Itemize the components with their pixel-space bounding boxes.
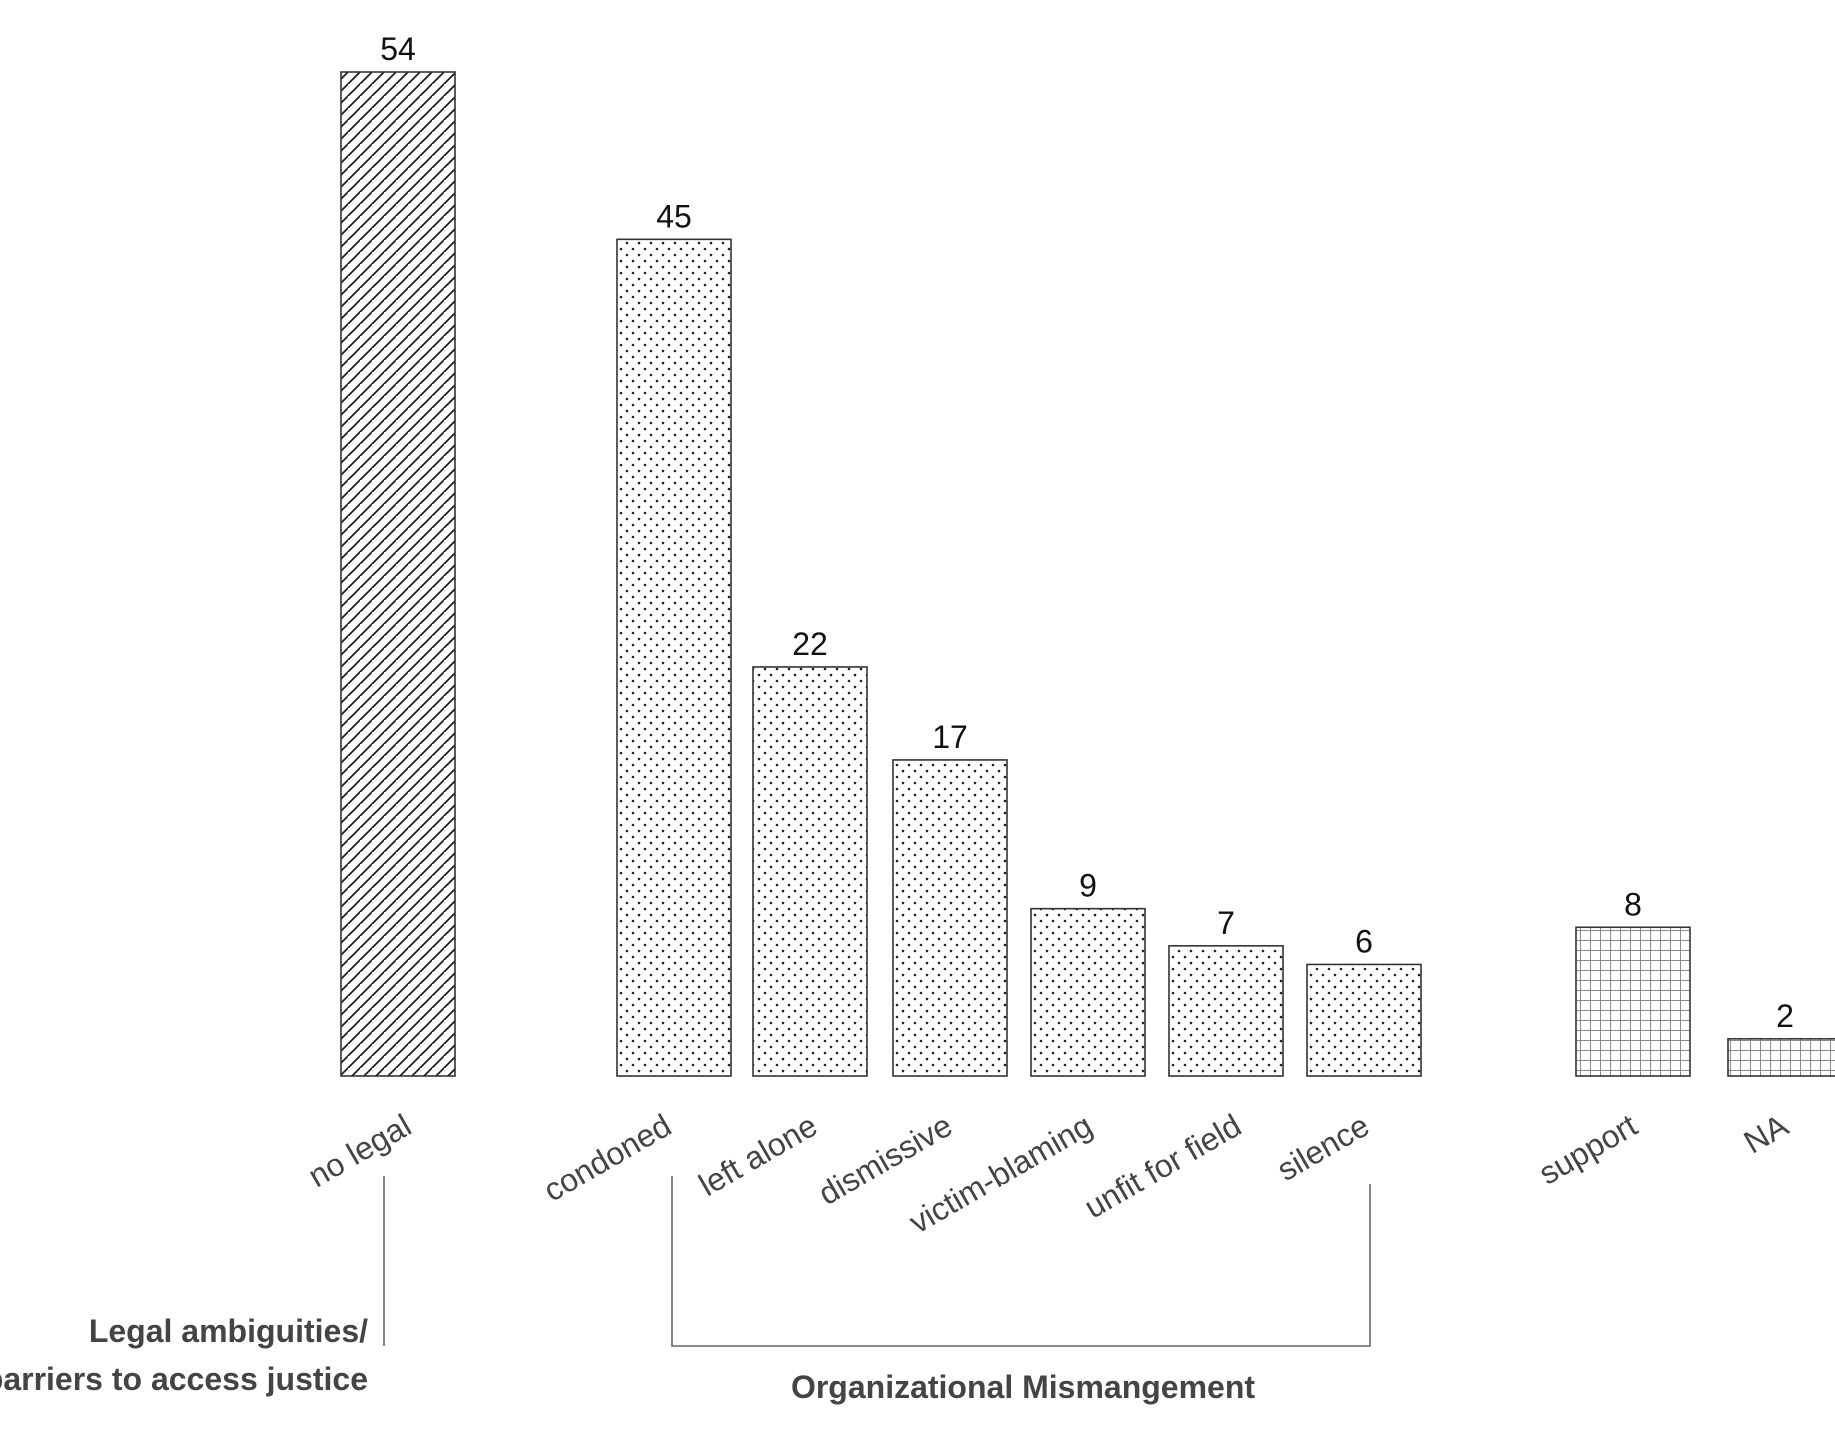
x-tick-label-condoned: condoned [537, 1107, 677, 1208]
bar-silence [1306, 963, 1422, 1077]
bar-dismissive [892, 759, 1008, 1077]
x-tick-label-support: support [1533, 1107, 1644, 1192]
x-tick-label-unfit-for-field: unfit for field [1078, 1107, 1247, 1225]
group-label-legal-line-2: barriers to access justice [0, 1361, 368, 1397]
data-label-condoned: 45 [656, 198, 692, 234]
data-label-silence: 6 [1355, 923, 1373, 959]
data-label-victim-blaming: 9 [1079, 868, 1097, 904]
group-label-organizational: Organizational Mismangement [791, 1369, 1255, 1405]
group-bracket-organizational [671, 1176, 1371, 1347]
data-label-na: 2 [1776, 998, 1794, 1034]
data-labels-layer: 54 45 22 17 9 7 6 8 2 [380, 31, 1794, 1034]
x-tick-label-na: NA [1738, 1107, 1795, 1161]
bar-na [1727, 1038, 1835, 1077]
data-label-unfit-for-field: 7 [1217, 905, 1235, 941]
data-label-support: 8 [1624, 886, 1642, 922]
data-label-dismissive: 17 [932, 719, 968, 755]
bar-support [1575, 926, 1691, 1077]
bar-unfit-for-field [1168, 945, 1284, 1077]
data-label-left-alone: 22 [792, 626, 828, 662]
group-label-legal-line-1: Legal ambiguities/ [89, 1313, 368, 1349]
bar-no-legal [340, 71, 456, 1077]
bar-condoned [616, 238, 732, 1077]
group-brackets-layer: Legal ambiguities/barriers to access jus… [0, 1176, 1371, 1405]
x-tick-labels-layer: no legal condoned left alonedismissivevict… [302, 1107, 1795, 1241]
data-label-no-legal: 54 [380, 31, 416, 67]
bar-victim-blaming [1030, 907, 1146, 1077]
bars-layer [340, 71, 1835, 1077]
x-tick-label-left-alone: left alone [693, 1107, 823, 1203]
x-tick-label-silence: silence [1271, 1107, 1375, 1188]
x-tick-label-no-legal: no legal [302, 1107, 417, 1194]
bar-left-alone [752, 666, 868, 1077]
